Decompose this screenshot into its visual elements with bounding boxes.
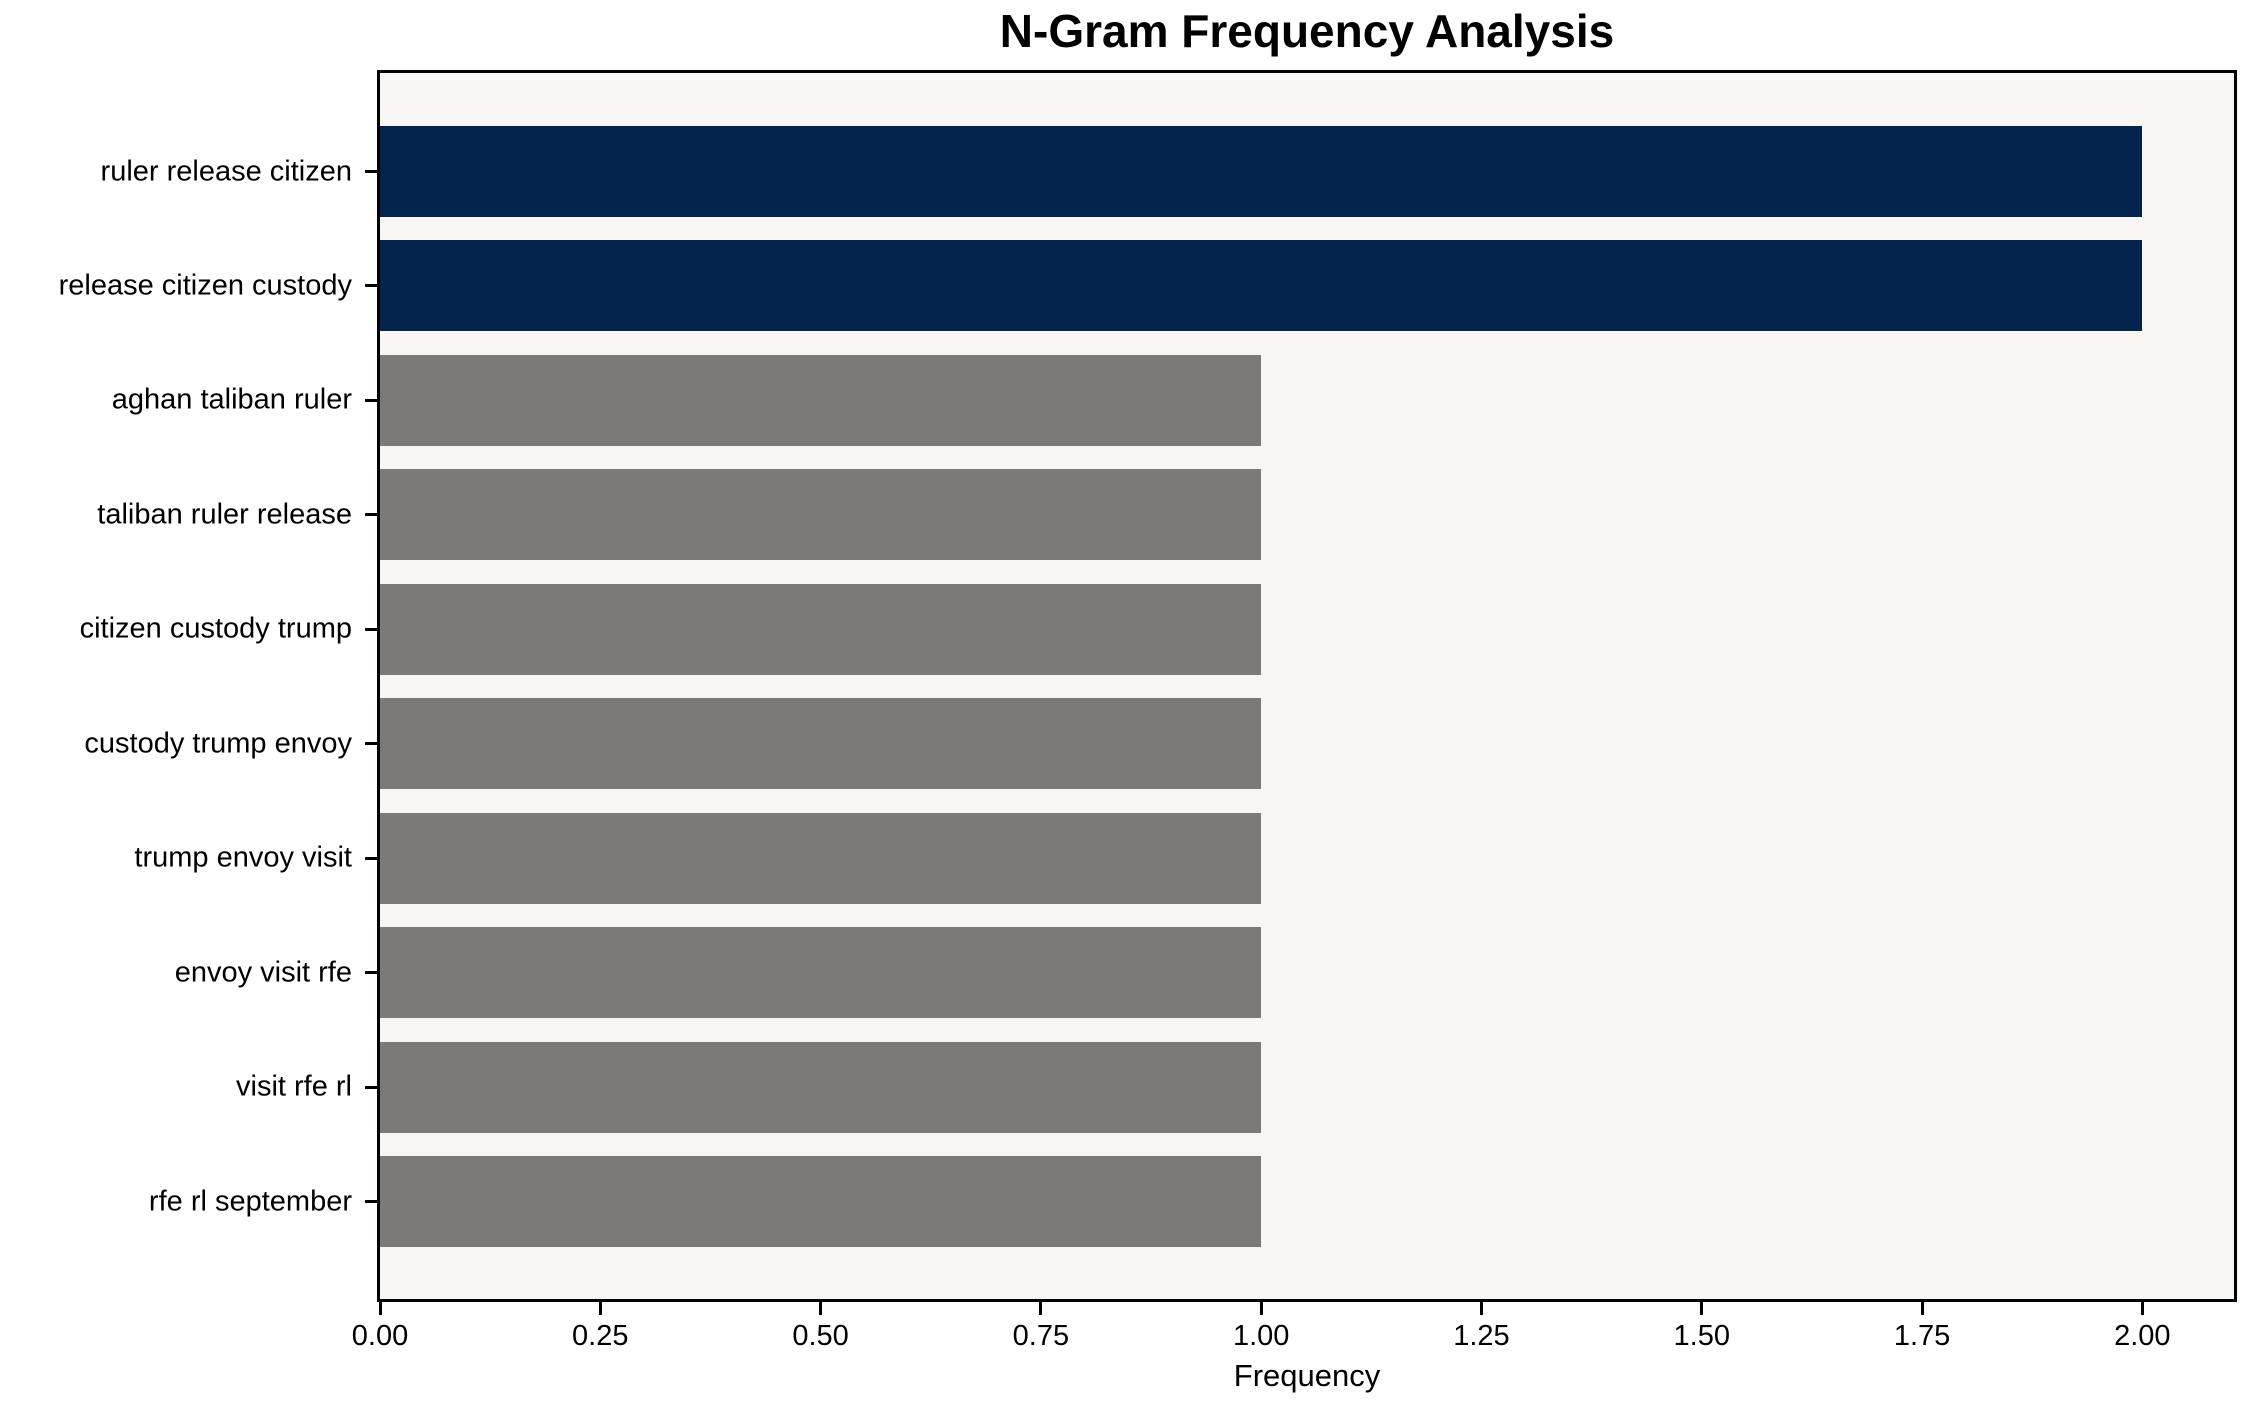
x-tick-mark [1479, 1302, 1483, 1315]
x-tick-mark [1700, 1302, 1704, 1315]
y-tick-mark [365, 1085, 377, 1089]
plot-area [377, 70, 2237, 1302]
y-tick-label: taliban ruler release [97, 498, 352, 531]
y-tick-label: release citizen custody [58, 269, 352, 302]
x-tick-label: 1.50 [1673, 1320, 1730, 1352]
bar-row [380, 240, 2234, 332]
bar [380, 583, 1262, 675]
bar-row [380, 698, 2234, 790]
x-tick-mark [598, 1302, 602, 1315]
y-tick-mark [365, 170, 377, 173]
bar [380, 354, 1262, 446]
x-axis-label: Frequency [1233, 1358, 1381, 1393]
y-tick-mark [365, 284, 377, 288]
y-tick-label: envoy visit rfe [174, 956, 352, 989]
x-tick-label: 1.25 [1453, 1320, 1510, 1352]
y-tick-label: citizen custody trump [79, 612, 352, 645]
x-tick-label: 2.00 [2114, 1320, 2171, 1352]
y-tick-mark [365, 398, 377, 402]
bars-zone [380, 126, 2234, 1247]
x-tick-label: 1.00 [1232, 1320, 1290, 1352]
y-tick-label: rfe rl september [148, 1185, 352, 1217]
bar [380, 1041, 1262, 1133]
bar-row [380, 126, 2234, 217]
bar [380, 927, 1262, 1019]
bar-row [380, 812, 2234, 904]
y-tick-label: aghan taliban ruler [111, 383, 352, 416]
y-tick-mark [365, 1200, 377, 1203]
x-tick-mark [819, 1302, 823, 1315]
bar [380, 469, 1262, 561]
bar-row [380, 927, 2234, 1019]
x-tick-mark [1920, 1302, 1924, 1315]
y-tick-label: trump envoy visit [134, 841, 352, 874]
y-tick-label: ruler release citizen [100, 155, 352, 187]
bar [380, 126, 2143, 217]
x-tick-mark [1259, 1302, 1263, 1315]
bar-row [380, 583, 2234, 675]
x-tick-mark [1039, 1302, 1043, 1315]
bar-row [380, 1041, 2234, 1133]
y-tick-mark [365, 856, 377, 860]
bar [380, 812, 1262, 904]
y-tick-label: visit rfe rl [236, 1070, 352, 1103]
y-tick-mark [365, 971, 377, 975]
x-tick-label: 1.75 [1893, 1320, 1951, 1352]
bar-row [380, 469, 2234, 561]
bar-row [380, 1156, 2234, 1247]
bar [380, 240, 2143, 332]
chart-title: N-Gram Frequency Analysis [999, 5, 1615, 57]
y-tick-mark [365, 627, 377, 631]
x-tick-mark [378, 1302, 382, 1315]
y-tick-mark [365, 742, 377, 746]
x-tick-label: 0.50 [792, 1320, 849, 1352]
x-tick-label: 0.00 [351, 1320, 409, 1352]
y-tick-mark [365, 513, 377, 517]
bar [380, 698, 1262, 790]
x-tick-mark [2140, 1302, 2144, 1315]
bar [380, 1156, 1262, 1247]
bar-row [380, 354, 2234, 446]
x-tick-label: 0.75 [1012, 1320, 1070, 1352]
x-tick-label: 0.25 [572, 1320, 629, 1352]
y-tick-label: custody trump envoy [84, 727, 352, 760]
